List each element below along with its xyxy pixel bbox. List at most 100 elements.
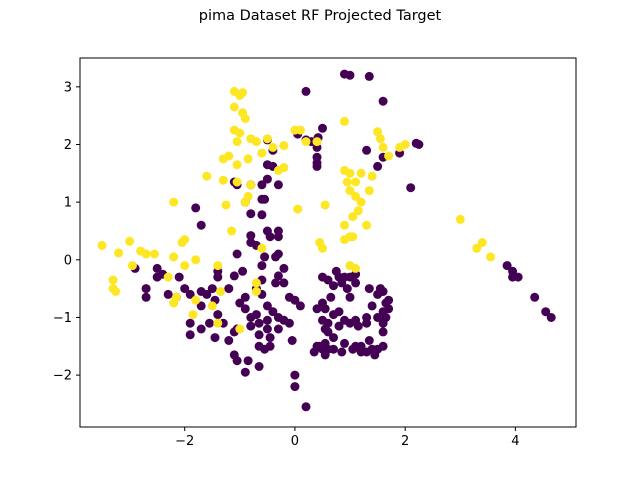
scatter-point-class-0 <box>502 261 512 271</box>
scatter-point-class-1 <box>395 142 405 152</box>
scatter-point-class-0 <box>141 292 151 302</box>
scatter-point-class-1 <box>340 116 349 126</box>
scatter-point-class-0 <box>273 271 283 281</box>
scatter-point-class-1 <box>251 137 261 147</box>
scatter-point-class-1 <box>235 324 245 334</box>
scatter-point-class-0 <box>301 86 311 96</box>
scatter-point-class-1 <box>227 226 237 236</box>
scatter-point-class-0 <box>265 333 275 343</box>
scatter-point-class-1 <box>149 249 159 259</box>
scatter-point-class-0 <box>262 174 272 184</box>
scatter-point-class-0 <box>364 284 374 294</box>
scatter-point-class-1 <box>367 171 377 181</box>
scatter-point-class-1 <box>246 180 256 190</box>
scatter-point-class-1 <box>114 248 124 258</box>
scatter-point-class-1 <box>229 102 239 112</box>
scatter-point-class-0 <box>196 301 206 311</box>
scatter-point-class-1 <box>375 134 385 144</box>
scatter-point-class-0 <box>287 336 297 345</box>
scatter-point-class-0 <box>229 271 239 281</box>
scatter-point-class-1 <box>268 142 278 152</box>
scatter-point-class-1 <box>218 175 228 185</box>
scatter-point-class-1 <box>169 197 179 207</box>
scatter-point-class-0 <box>196 220 206 230</box>
points-layer <box>97 69 556 412</box>
scatter-point-class-0 <box>202 289 212 299</box>
scatter-point-class-0 <box>213 272 223 282</box>
scatter-point-class-0 <box>235 298 245 308</box>
scatter-point-class-0 <box>207 284 217 294</box>
scatter-point-class-0 <box>273 232 283 242</box>
scatter-point-class-0 <box>185 330 195 340</box>
scatter-point-class-0 <box>240 304 250 314</box>
scatter-point-class-0 <box>513 272 523 282</box>
scatter-point-class-0 <box>312 158 322 168</box>
x-tick-label: −2 <box>175 434 194 449</box>
scatter-point-class-0 <box>373 313 383 322</box>
scatter-point-class-0 <box>152 263 162 273</box>
scatter-point-class-1 <box>472 243 482 253</box>
scatter-point-class-0 <box>273 324 283 334</box>
scatter-point-class-0 <box>345 272 355 282</box>
scatter-point-class-1 <box>188 310 198 320</box>
scatter-point-class-1 <box>262 134 272 144</box>
scatter-point-class-1 <box>163 272 173 282</box>
scatter-point-class-0 <box>301 402 311 412</box>
scatter-point-class-1 <box>273 165 283 175</box>
scatter-point-class-0 <box>254 362 264 371</box>
scatter-point-class-1 <box>191 295 201 305</box>
scatter-point-class-1 <box>251 287 261 296</box>
scatter-point-class-0 <box>224 336 234 345</box>
scatter-point-class-1 <box>257 243 267 253</box>
scatter-point-class-0 <box>318 123 327 133</box>
scatter-point-class-1 <box>279 141 289 151</box>
scatter-point-class-0 <box>141 284 151 294</box>
scatter-point-class-0 <box>541 307 551 317</box>
scatter-point-class-0 <box>254 330 264 340</box>
scatter-point-class-0 <box>174 272 184 282</box>
scatter-point-class-1 <box>108 284 118 294</box>
scatter-point-class-1 <box>213 318 223 328</box>
scatter-point-class-1 <box>356 168 366 178</box>
scatter-point-class-0 <box>530 292 540 302</box>
scatter-point-class-1 <box>373 127 383 137</box>
scatter-point-class-0 <box>262 301 272 311</box>
scatter-point-class-1 <box>240 197 250 207</box>
scatter-point-class-0 <box>329 281 338 291</box>
scatter-point-class-1 <box>108 275 118 285</box>
ticks-layer: −2 0 2 4 −2 −1 0 1 2 3 <box>53 80 520 449</box>
scatter-point-class-0 <box>320 338 330 348</box>
scatter-point-class-0 <box>191 203 201 213</box>
scatter-point-class-0 <box>320 324 330 334</box>
scatter-point-class-0 <box>320 304 330 314</box>
scatter-point-class-0 <box>362 145 372 155</box>
scatter-point-class-0 <box>312 304 322 314</box>
scatter-point-class-1 <box>477 238 487 247</box>
scatter-point-class-1 <box>232 160 242 170</box>
scatter-point-class-0 <box>273 180 283 190</box>
scatter-point-class-0 <box>271 252 281 262</box>
scatter-point-class-0 <box>378 287 388 296</box>
scatter-point-class-0 <box>284 318 294 328</box>
scatter-point-class-0 <box>323 275 333 285</box>
axes-frame <box>79 57 577 428</box>
scatter-point-class-1 <box>320 200 330 210</box>
scatter-point-class-0 <box>290 295 300 305</box>
scatter-point-class-1 <box>251 278 261 288</box>
scatter-point-class-1 <box>221 200 231 210</box>
scatter-point-class-1 <box>202 171 212 181</box>
scatter-point-class-1 <box>455 214 465 224</box>
scatter-point-class-0 <box>246 321 256 331</box>
scatter-point-class-1 <box>207 301 217 311</box>
scatter-point-class-0 <box>271 278 281 288</box>
scatter-point-class-0 <box>279 263 289 273</box>
scatter-point-class-0 <box>262 315 272 325</box>
scatter-point-class-1 <box>180 261 190 271</box>
scatter-point-class-1 <box>216 287 225 296</box>
scatter-point-class-0 <box>185 318 195 328</box>
scatter-point-class-0 <box>210 333 220 343</box>
scatter-point-class-0 <box>205 318 214 328</box>
scatter-point-class-0 <box>254 318 264 328</box>
scatter-point-class-0 <box>334 307 344 317</box>
